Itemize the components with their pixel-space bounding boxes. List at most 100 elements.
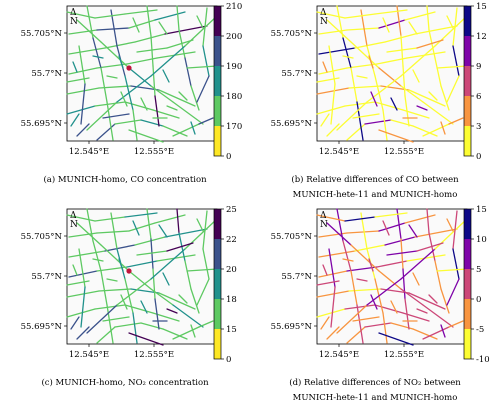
colorbar-segment — [464, 96, 471, 126]
street-segment — [150, 85, 174, 103]
street-segment — [124, 101, 154, 111]
colorbar-segment — [214, 66, 221, 96]
street-segment — [186, 65, 218, 69]
street-segment — [186, 268, 218, 272]
street-segment — [190, 324, 196, 338]
street-segment — [346, 230, 380, 234]
street-segment — [70, 113, 80, 127]
street-segment — [150, 35, 154, 67]
y-tick-label: 55.7°N — [281, 69, 312, 79]
street-segment — [114, 322, 142, 328]
street-segment — [404, 11, 436, 21]
street-segment — [408, 21, 418, 35]
street-segment — [428, 294, 438, 304]
north-arrow-symbol: Δ — [70, 211, 77, 221]
y-tick-label: 55.705°N — [271, 232, 313, 242]
colorbar-segment — [214, 36, 221, 66]
street-segment — [404, 298, 410, 330]
colorbar-segment — [464, 36, 471, 66]
colorbar-tick-label: 5 — [476, 265, 481, 275]
street-segment — [202, 248, 210, 280]
panel-a-svg: ΔN 55.705°N 55.7°N 55.695°N 12.545°E 12.555°E… — [21, 2, 243, 185]
north-arrow-letter: N — [320, 17, 328, 27]
x-tick-label: 12.545°E — [69, 147, 109, 157]
street-segment — [106, 278, 118, 282]
colorbar-tick-label: 22 — [226, 235, 237, 245]
street-segment — [100, 244, 130, 272]
street-segment — [134, 236, 166, 246]
street-segment — [66, 214, 96, 222]
street-segment — [316, 87, 350, 95]
street-segment — [158, 292, 196, 310]
colorbar-tick-label: 6 — [476, 92, 481, 102]
street-segment — [66, 87, 100, 95]
street-segment — [196, 75, 210, 103]
street-segment — [452, 210, 458, 250]
panel-caption-line2: MUNICH-hete-11 and MUNICH-homo — [293, 393, 458, 403]
street-segment — [400, 238, 404, 270]
street-segment — [76, 123, 90, 137]
street-segment — [96, 27, 130, 31]
street-segment — [172, 123, 200, 137]
street-network — [66, 5, 218, 143]
street-segment — [416, 308, 428, 314]
street-segment — [136, 47, 168, 53]
street-segment — [364, 322, 392, 328]
street-segment — [162, 69, 170, 83]
street-segment — [330, 286, 336, 328]
street-segment — [412, 328, 438, 340]
street-segment — [428, 91, 438, 101]
street-segment — [114, 119, 142, 125]
street-segment — [68, 47, 106, 55]
street-segment — [440, 288, 450, 314]
street-segment — [190, 288, 200, 314]
street-segment — [96, 230, 130, 234]
street-segment — [382, 17, 390, 33]
colorbar-tick-label: 10 — [476, 235, 487, 245]
street-segment — [116, 278, 152, 306]
panel-b-svg: ΔN 55.705°N 55.7°N 55.695°N 12.545°E 12.555°E… — [271, 2, 487, 200]
colorbar-tick-label: -5 — [476, 325, 484, 335]
street-segment — [364, 119, 392, 125]
street-segment — [104, 244, 136, 252]
street-segment — [368, 55, 374, 69]
street-segment — [318, 232, 348, 238]
street-segment — [318, 250, 356, 258]
street-segment — [374, 304, 404, 314]
street-segment — [102, 113, 130, 119]
street-segment — [408, 292, 446, 310]
panel-d-svg: ΔN 55.705°N 55.7°N 55.695°N 12.545°E 12.555°E… — [271, 205, 490, 403]
street-segment — [448, 320, 464, 328]
street-segment — [196, 15, 204, 29]
street-segment — [120, 294, 128, 310]
street-segment — [128, 222, 156, 232]
street-segment — [316, 308, 346, 318]
colorbar-segment — [214, 299, 221, 329]
panel-caption-line2: MUNICH-hete-11 and MUNICH-homo — [293, 190, 458, 200]
street-segment — [316, 214, 346, 222]
street-segment — [378, 19, 406, 29]
street-segment — [326, 326, 340, 340]
colorbar-tick-label: 12 — [476, 32, 487, 42]
street-segment — [162, 125, 188, 137]
street-segment — [342, 258, 354, 262]
street-segment — [318, 29, 348, 35]
colorbar-segment — [214, 96, 221, 126]
street-network — [316, 208, 468, 346]
panel-c-svg: ΔN 55.705°N 55.7°N 55.695°N 12.545°E 12.555°E… — [21, 205, 237, 388]
y-tick-label: 55.695°N — [271, 119, 313, 129]
street-segment — [154, 298, 160, 330]
street-segment — [322, 61, 328, 73]
colorbar-segment — [464, 269, 471, 299]
street-segment — [106, 101, 114, 141]
street-segment — [78, 45, 86, 85]
street-segment — [80, 286, 86, 328]
street-segment — [190, 85, 200, 111]
street-segment — [452, 45, 460, 77]
street-segment — [154, 214, 186, 224]
street-segment — [356, 101, 364, 141]
x-tick-label: 12.545°E — [319, 147, 359, 157]
street-segment — [390, 300, 398, 314]
street-segment — [408, 89, 446, 107]
street-segment — [350, 67, 358, 103]
